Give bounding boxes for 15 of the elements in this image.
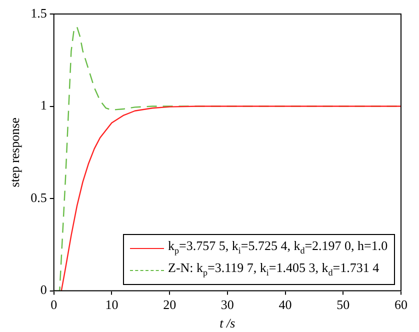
x-tick-label: 0 [50,297,58,312]
y-tick-label: 1 [40,98,47,113]
x-tick-label: 40 [278,297,292,312]
x-tick-label: 20 [163,297,176,312]
y-tick-label: 0.5 [30,190,47,205]
x-tick-label: 60 [394,297,408,312]
x-tick-label: 30 [220,297,234,312]
x-tick-label: 10 [105,297,118,312]
y-tick-label: 0 [40,282,47,298]
x-axis-title: t /s [220,316,236,331]
x-tick-label: 50 [336,297,350,312]
legend-label: Z-N: k$_{p}$=3.119 7, k$_{i}$=1.405 3, k$_{d}$=1.731 4 [168,259,380,280]
legend-label: k$_{p}$=3.757 5, k$_{i}$=5.725 4, k$_{d}$=2.197 0, h=1.0 [168,236,388,258]
y-axis-title: step response [7,117,22,188]
y-tick-label: 1.5 [30,5,47,20]
